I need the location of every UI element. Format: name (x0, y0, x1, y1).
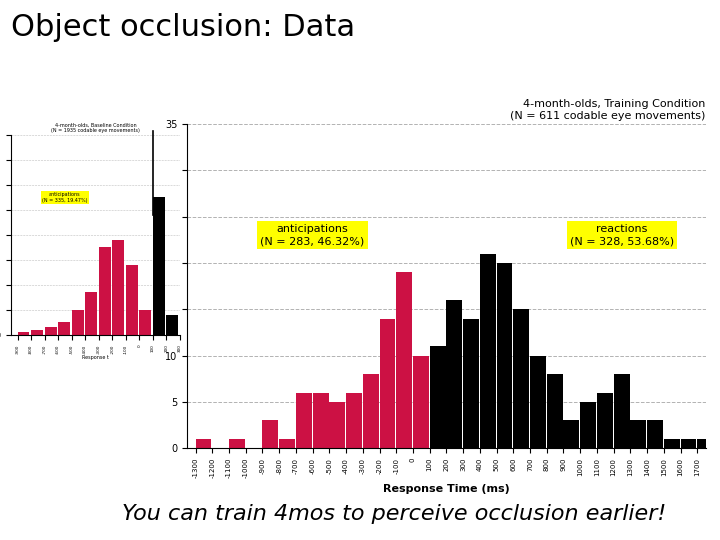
Bar (45, 327, 57, 335)
Text: anticipations
(N = 335, 19.47%): anticipations (N = 335, 19.47%) (42, 192, 88, 203)
Bar (229, 439, 245, 448)
Bar (613, 374, 629, 448)
Bar (166, 315, 179, 335)
Bar (446, 300, 462, 448)
Bar (85, 292, 97, 335)
Bar (17, 332, 30, 335)
X-axis label: Response t: Response t (82, 355, 109, 360)
Text: Object occlusion: Data: Object occlusion: Data (11, 14, 355, 43)
Bar (580, 402, 596, 448)
Bar (597, 393, 613, 448)
Text: 4-month-olds, Training Condition
(N = 611 codable eye movements): 4-month-olds, Training Condition (N = 61… (510, 99, 706, 120)
Bar (697, 439, 713, 448)
Bar (497, 263, 513, 448)
Bar (546, 374, 562, 448)
Title: 4-month-olds, Baseline Condition
(N = 1935 codable eye movements): 4-month-olds, Baseline Condition (N = 19… (51, 123, 140, 133)
Bar (263, 421, 279, 448)
Bar (99, 247, 111, 335)
Text: anticipations
(N = 283, 46.32%): anticipations (N = 283, 46.32%) (261, 225, 365, 246)
Bar (430, 346, 446, 448)
Y-axis label: Frequency: Frequency (150, 257, 159, 315)
Bar (312, 393, 328, 448)
Bar (564, 421, 580, 448)
Bar (513, 309, 529, 448)
Text: You can train 4mos to perceive occlusion earlier!: You can train 4mos to perceive occlusion… (122, 504, 667, 524)
Bar (346, 393, 362, 448)
Bar (112, 240, 125, 335)
Bar (140, 310, 151, 335)
Bar (413, 356, 429, 448)
Bar (630, 421, 647, 448)
Bar (463, 319, 479, 448)
Bar (153, 198, 165, 335)
Bar (31, 330, 43, 335)
X-axis label: Response Time (ms): Response Time (ms) (383, 484, 510, 494)
Bar (480, 254, 496, 448)
Text: reactions
(N = 328, 53.68%): reactions (N = 328, 53.68%) (570, 225, 674, 246)
Bar (279, 439, 295, 448)
Bar (664, 439, 680, 448)
Bar (680, 439, 696, 448)
Bar (530, 356, 546, 448)
Bar (72, 310, 84, 335)
Bar (379, 319, 395, 448)
Bar (329, 402, 345, 448)
Bar (58, 322, 70, 335)
Bar (647, 421, 663, 448)
Bar (363, 374, 379, 448)
Bar (196, 439, 212, 448)
Bar (126, 265, 138, 335)
Bar (296, 393, 312, 448)
Bar (396, 272, 412, 448)
